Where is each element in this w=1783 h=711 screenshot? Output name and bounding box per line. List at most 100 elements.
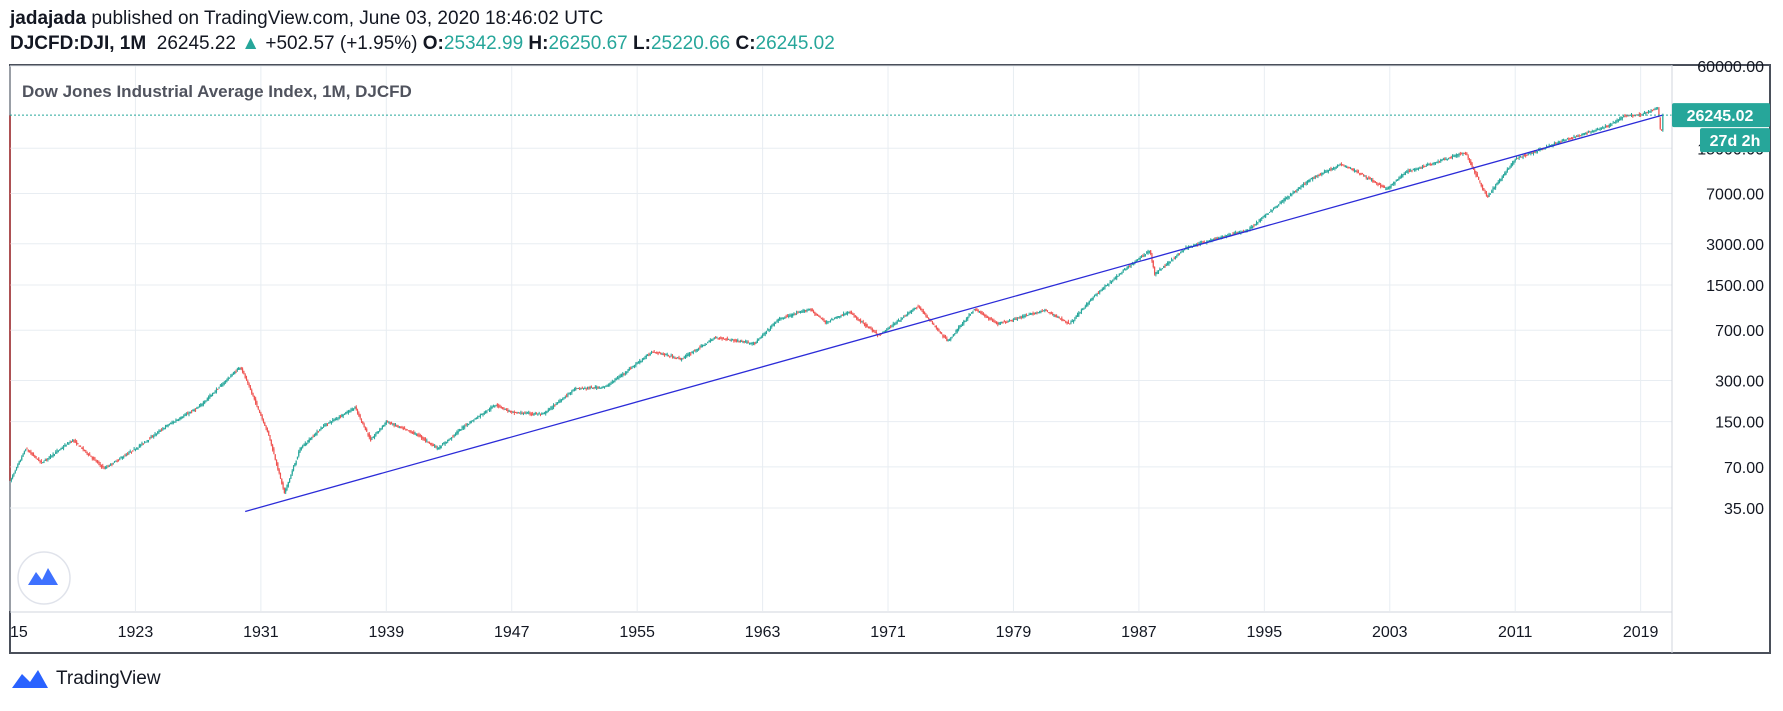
candle-body [1069, 323, 1071, 325]
candle-body [623, 373, 625, 375]
candle-body [1491, 191, 1493, 193]
candle-body [1355, 170, 1357, 172]
candle-body [345, 412, 347, 415]
candle-body [1404, 172, 1407, 175]
candle-body [701, 344, 704, 346]
candle-body [1006, 321, 1008, 323]
candle-body [1049, 312, 1051, 314]
candle-body [589, 387, 591, 389]
candle-body [403, 428, 406, 430]
candle-body [316, 431, 318, 434]
candle-body [1310, 177, 1312, 180]
candle-body [1517, 157, 1519, 159]
candle-body [475, 417, 478, 420]
candle-body [436, 447, 438, 449]
candle-body [1025, 315, 1028, 317]
candle-body [918, 306, 920, 308]
candle-body [1142, 255, 1144, 257]
candle-body [1110, 280, 1113, 283]
candle-body [1066, 321, 1068, 323]
candle-body [1370, 179, 1373, 181]
candle-body [194, 409, 197, 411]
candle-body [1459, 153, 1461, 155]
candle-body [1436, 161, 1438, 163]
candle-body [684, 355, 687, 358]
candle-body [1199, 242, 1201, 245]
candle-body [1160, 269, 1162, 271]
candle-body [1565, 139, 1567, 141]
candle-body [477, 416, 479, 419]
candle-body [1112, 280, 1114, 282]
candle-body [942, 334, 944, 337]
candle-body [351, 409, 353, 411]
candle-body [1581, 134, 1583, 136]
candle-body [1274, 207, 1276, 209]
candle-body [1214, 238, 1216, 240]
candle-body [1583, 133, 1586, 135]
candle-body [447, 439, 449, 442]
candle-body [1072, 320, 1075, 322]
candle-body [1446, 159, 1448, 161]
candle-body [174, 421, 176, 423]
candle-body [423, 438, 425, 440]
tradingview-watermark-icon[interactable] [17, 551, 71, 605]
candle-body [1453, 155, 1455, 157]
open-value: 25342.99 [443, 33, 524, 54]
candle-body [31, 453, 33, 455]
candle-body [27, 450, 29, 452]
candle-body [920, 307, 922, 310]
candle-body [644, 357, 646, 359]
candle-body [567, 394, 569, 396]
candle-body [1351, 168, 1353, 170]
candle-body [1357, 171, 1360, 173]
candle-body [1206, 240, 1208, 243]
candle-body [700, 345, 702, 348]
candle-body [554, 405, 556, 407]
candle-body [269, 435, 271, 441]
candle-body [187, 413, 189, 415]
candle-body [200, 404, 202, 406]
candle-body [179, 417, 181, 420]
candle-body [70, 441, 73, 443]
author-name[interactable]: jadajada [10, 8, 87, 29]
candle-body [244, 374, 246, 378]
candle-body [420, 435, 423, 439]
candle-body [973, 309, 975, 311]
candle-body [1120, 273, 1122, 275]
candle-body [167, 425, 169, 427]
candle-body [338, 416, 340, 418]
candle-body [376, 432, 378, 434]
candle-body [1649, 111, 1651, 113]
candle-body [59, 449, 61, 451]
candle-body [181, 417, 184, 419]
candle-body [922, 310, 924, 314]
candle-body [952, 334, 954, 337]
candle-body [281, 478, 283, 484]
candle-body [44, 459, 46, 461]
candle-body [360, 419, 363, 422]
candle-body [682, 357, 684, 359]
candle-body [1429, 163, 1431, 165]
candle-body [613, 380, 615, 382]
footer-brand[interactable]: TradingView [56, 668, 161, 689]
candle-body [590, 387, 593, 389]
candle-body [1221, 236, 1224, 238]
candle-body [1423, 166, 1425, 168]
candle-body [630, 368, 632, 370]
candle-body [1104, 286, 1106, 289]
candle-body [1106, 284, 1109, 286]
candle-body [358, 413, 360, 416]
trendline[interactable] [245, 114, 1663, 513]
candle-body [1148, 251, 1150, 253]
candle-body [1557, 141, 1559, 144]
candle-body [248, 384, 250, 387]
candle-body [694, 350, 696, 352]
candle-body [349, 411, 351, 413]
candle-body [1380, 184, 1382, 187]
candle-body [550, 407, 552, 409]
candle-body [934, 325, 936, 327]
candle-body [260, 412, 262, 416]
candle-body [22, 453, 24, 457]
candle-body [87, 453, 89, 456]
